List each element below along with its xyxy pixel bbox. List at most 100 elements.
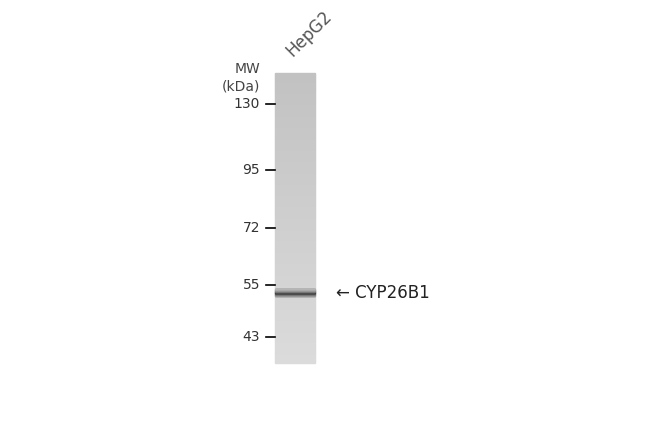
Bar bbox=[275, 74, 315, 75]
Bar bbox=[275, 271, 315, 272]
Bar bbox=[275, 236, 315, 237]
Bar bbox=[275, 226, 315, 227]
Bar bbox=[275, 203, 315, 205]
Bar bbox=[275, 245, 315, 246]
Bar bbox=[275, 89, 315, 90]
Bar bbox=[275, 274, 315, 275]
Bar bbox=[275, 140, 315, 141]
Bar bbox=[275, 352, 315, 353]
Bar bbox=[275, 316, 315, 317]
Bar bbox=[275, 95, 315, 97]
Bar bbox=[275, 334, 315, 335]
Bar bbox=[275, 147, 315, 148]
Bar bbox=[275, 134, 315, 135]
Bar bbox=[275, 342, 315, 344]
Bar bbox=[275, 328, 315, 329]
Bar bbox=[275, 256, 315, 257]
Bar bbox=[275, 272, 315, 273]
Bar bbox=[275, 248, 315, 249]
Bar bbox=[275, 193, 315, 194]
Bar bbox=[275, 317, 315, 318]
Bar bbox=[275, 287, 315, 288]
Bar bbox=[275, 349, 315, 350]
Bar bbox=[275, 263, 315, 264]
Bar bbox=[275, 243, 315, 244]
Bar bbox=[275, 356, 315, 357]
Bar bbox=[275, 115, 315, 116]
Bar bbox=[275, 187, 315, 188]
Bar bbox=[275, 210, 315, 211]
Bar bbox=[275, 353, 315, 354]
Bar bbox=[275, 266, 315, 267]
Bar bbox=[275, 240, 315, 241]
Bar bbox=[275, 324, 315, 325]
Bar bbox=[275, 337, 315, 338]
Bar bbox=[275, 171, 315, 172]
Bar bbox=[275, 273, 315, 274]
Bar bbox=[275, 237, 315, 238]
Bar bbox=[275, 291, 315, 292]
Bar bbox=[275, 113, 315, 114]
Bar bbox=[275, 333, 315, 334]
Bar bbox=[275, 361, 315, 362]
Bar bbox=[275, 189, 315, 190]
Bar bbox=[275, 322, 315, 323]
Bar bbox=[275, 320, 315, 321]
Text: 55: 55 bbox=[242, 278, 260, 292]
Bar bbox=[275, 347, 315, 348]
Bar bbox=[275, 269, 315, 270]
Bar bbox=[275, 191, 315, 192]
Bar bbox=[275, 283, 315, 284]
Bar bbox=[275, 223, 315, 224]
Bar bbox=[275, 318, 315, 319]
Bar bbox=[275, 344, 315, 345]
Bar bbox=[275, 218, 315, 219]
Bar bbox=[275, 170, 315, 171]
Bar bbox=[275, 165, 315, 166]
Bar bbox=[275, 348, 315, 349]
Bar bbox=[275, 110, 315, 111]
Bar bbox=[275, 182, 315, 183]
Bar bbox=[275, 132, 315, 133]
Bar bbox=[275, 141, 315, 142]
Bar bbox=[275, 311, 315, 312]
Bar bbox=[275, 109, 315, 110]
Bar bbox=[275, 351, 315, 352]
Bar bbox=[275, 331, 315, 332]
Bar bbox=[275, 355, 315, 356]
Bar bbox=[275, 196, 315, 197]
Bar bbox=[275, 360, 315, 361]
Bar bbox=[275, 315, 315, 316]
Bar bbox=[275, 91, 315, 92]
Bar bbox=[275, 156, 315, 157]
Bar bbox=[275, 98, 315, 100]
Bar bbox=[275, 163, 315, 164]
Bar bbox=[275, 341, 315, 342]
Bar bbox=[275, 138, 315, 139]
Bar bbox=[275, 205, 315, 206]
Bar bbox=[275, 258, 315, 260]
Bar bbox=[275, 299, 315, 300]
Bar bbox=[275, 105, 315, 106]
Bar bbox=[275, 75, 315, 76]
Bar bbox=[275, 308, 315, 310]
Bar bbox=[275, 167, 315, 168]
Bar bbox=[275, 169, 315, 170]
Text: 130: 130 bbox=[234, 97, 260, 111]
Bar bbox=[275, 295, 315, 296]
Text: 72: 72 bbox=[242, 221, 260, 235]
Bar bbox=[275, 239, 315, 240]
Bar bbox=[275, 314, 315, 315]
Bar bbox=[275, 104, 315, 105]
Bar bbox=[275, 195, 315, 196]
Bar bbox=[275, 149, 315, 151]
Bar bbox=[275, 94, 315, 95]
Bar bbox=[275, 197, 315, 198]
Bar bbox=[275, 80, 315, 81]
Bar bbox=[275, 179, 315, 180]
Bar bbox=[275, 86, 315, 87]
Bar bbox=[275, 260, 315, 261]
Bar bbox=[275, 129, 315, 130]
Bar bbox=[275, 212, 315, 213]
Bar bbox=[275, 242, 315, 243]
